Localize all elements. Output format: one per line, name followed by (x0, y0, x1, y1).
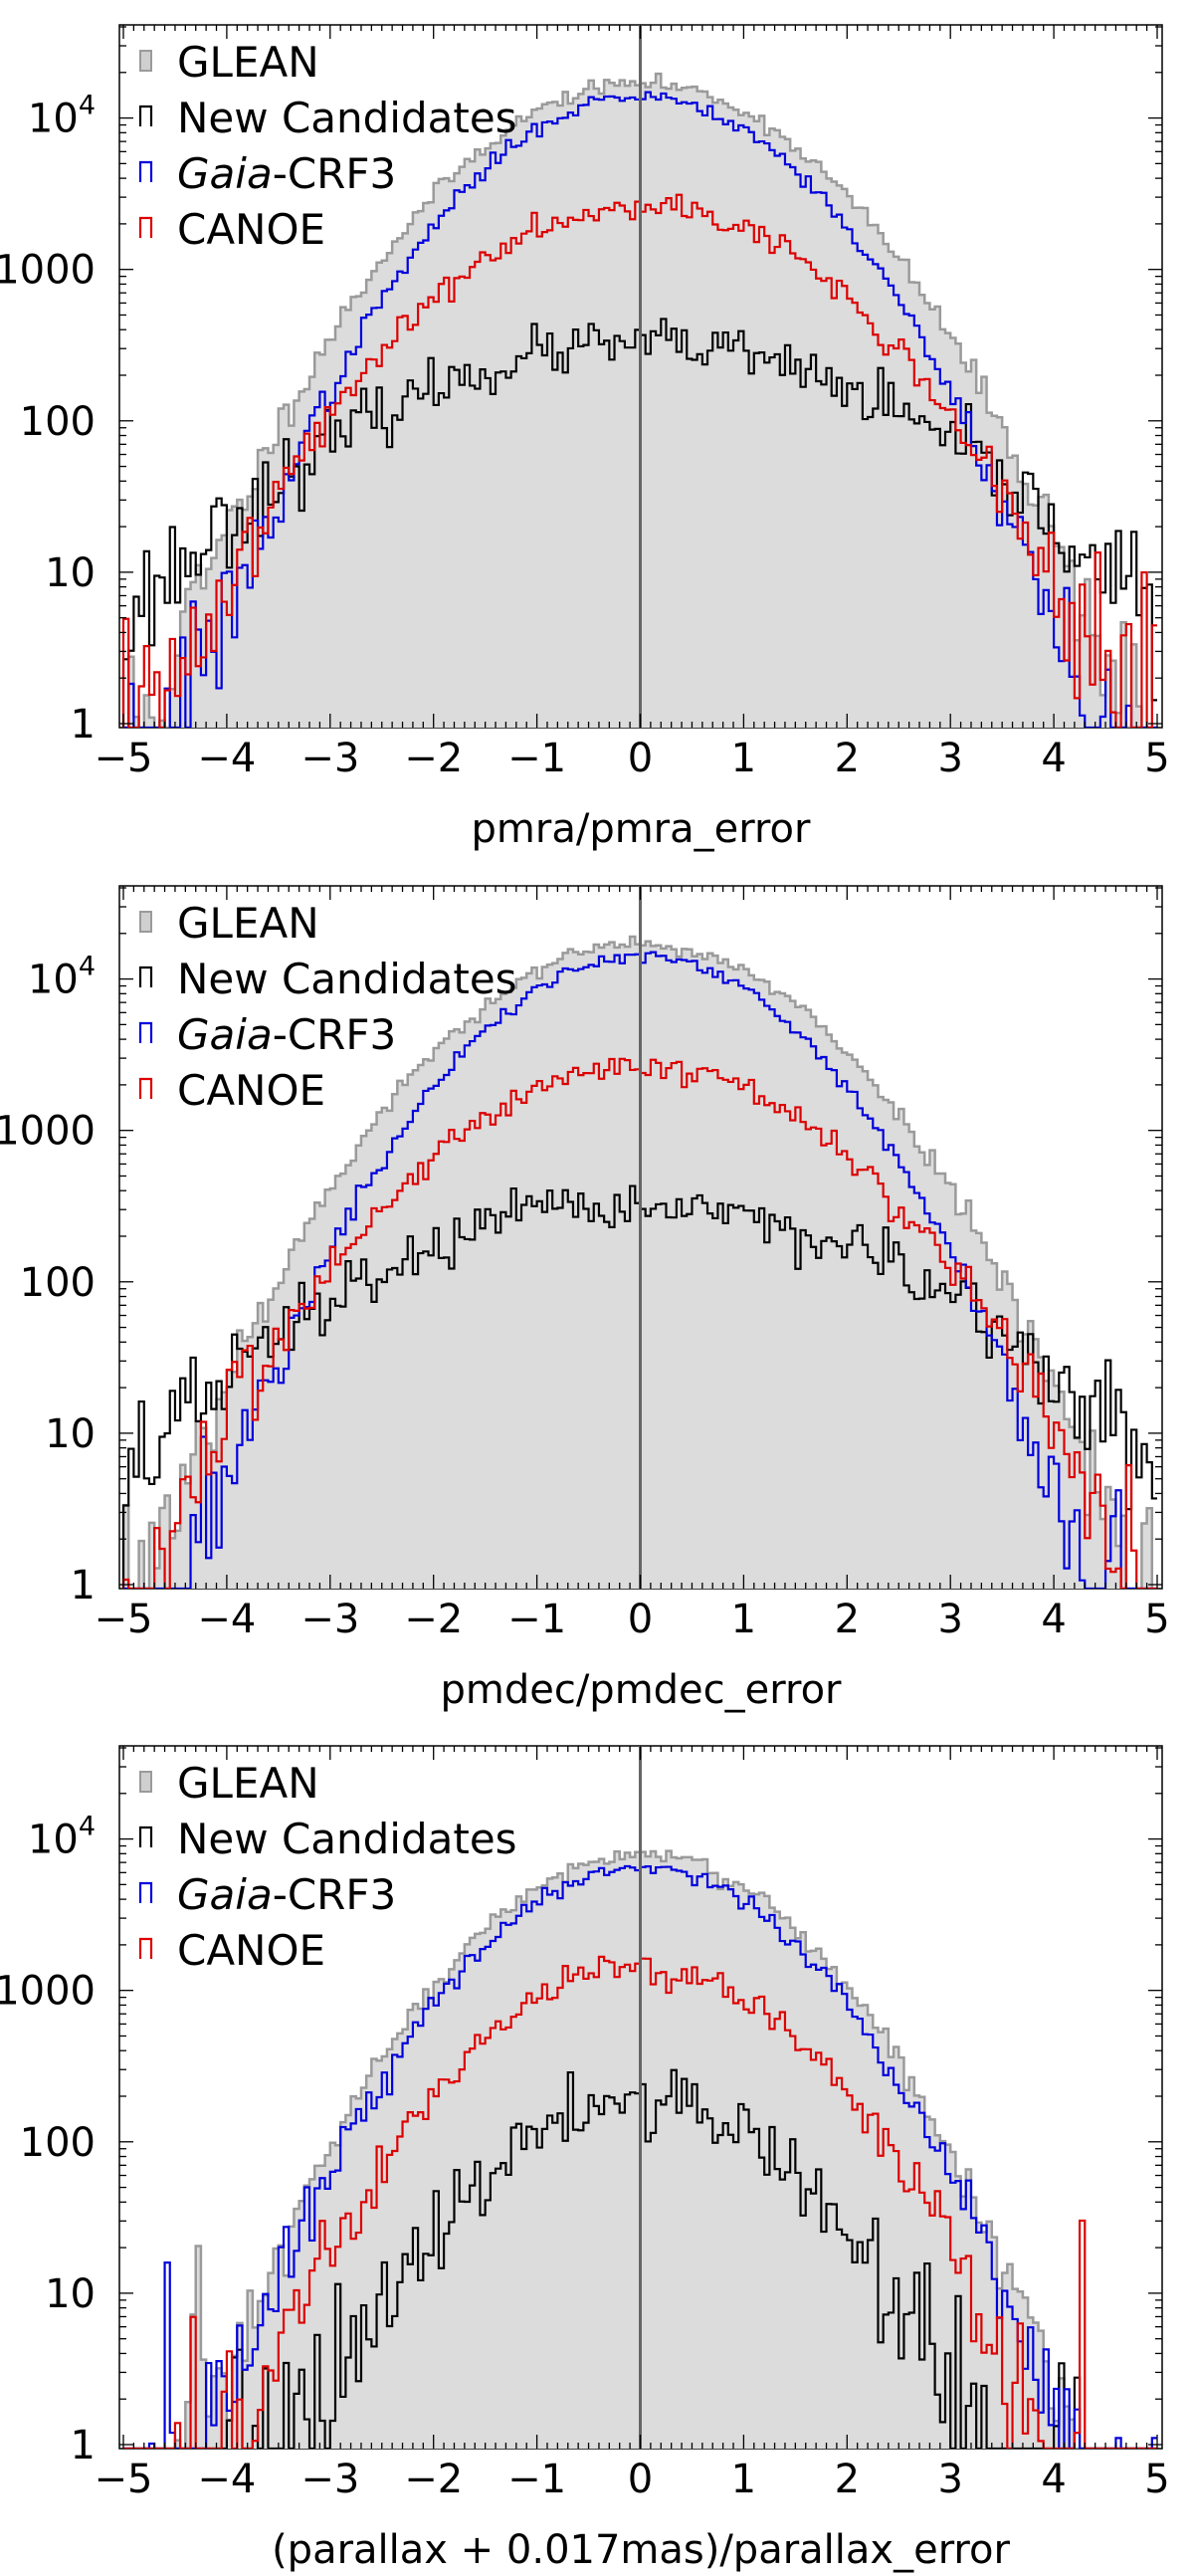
x-tick-label: −5 (95, 2457, 153, 2502)
legend-swatch-glean (139, 911, 152, 933)
legend-label-rest: -CRF3 (273, 149, 397, 198)
histogram-panel-1: −5 −4 −3 −2 −1 0 1 2 3 4 5 1 10 100 1000 104 pmra/pmra_e… (0, 24, 1170, 852)
y-tick-label: 100 (20, 399, 96, 445)
y-tick-label: 104 (28, 91, 96, 142)
x-tick-label: −5 (95, 736, 153, 781)
legend-swatch-glean (139, 1771, 152, 1793)
legend-label-italic: Gaia (177, 1010, 273, 1059)
y-tick-label: 1 (71, 1563, 96, 1609)
x-tick-label: 4 (1041, 736, 1066, 781)
y-tick-label: 1 (71, 2423, 96, 2469)
legend-label-rest: -CRF3 (273, 1870, 397, 1919)
x-tick-label: −2 (404, 1597, 463, 1642)
x-tick-label: 5 (1144, 2457, 1169, 2502)
series-glean-outline (123, 72, 1157, 728)
y-tick-label-exponent: 4 (79, 91, 96, 121)
x-tick-label: 2 (835, 2457, 860, 2502)
legend-label-canoe: CANOE (177, 1926, 325, 1975)
legend-swatch-new-candidates (138, 966, 153, 987)
x-tick-label: −1 (507, 736, 566, 781)
legend-swatch-new-candidates (138, 1825, 153, 1847)
x-axis-label: pmdec/pmdec_error (440, 1667, 842, 1713)
legend-label-rest: -CRF3 (273, 1010, 397, 1059)
legend-swatch-gaia-crf3 (138, 1021, 153, 1043)
legend-label-new-candidates: New Candidates (177, 955, 517, 1003)
x-tick-label: 5 (1144, 1597, 1169, 1642)
y-tick-label: 100 (20, 1260, 96, 1306)
series-gaia-crf3-line (123, 91, 1157, 728)
legend-swatch-gaia-crf3 (138, 1881, 153, 1903)
x-tick-label: 4 (1041, 2457, 1066, 2502)
legend-label-new-candidates: New Candidates (177, 94, 517, 142)
x-tick-label: 4 (1041, 1597, 1066, 1642)
legend-label-italic: Gaia (177, 149, 273, 198)
x-tick-label: 3 (937, 736, 962, 781)
x-tick-label: 1 (731, 1597, 756, 1642)
x-axis-label: (parallax + 0.017mas)/parallax_error (272, 2527, 1010, 2573)
x-tick-label: 3 (937, 1597, 962, 1642)
legend-label-glean: GLEAN (177, 1759, 319, 1808)
legend-swatch-canoe (138, 216, 153, 238)
legend-swatch-canoe (138, 1077, 153, 1099)
histogram-panel-2: −5 −4 −3 −2 −1 0 1 2 3 4 5 1 10 100 1000 104 pmdec/pmdec… (0, 885, 1170, 1713)
x-tick-label: 0 (628, 1597, 653, 1642)
x-tick-label: −5 (95, 1597, 153, 1642)
legend-label-glean: GLEAN (177, 899, 319, 948)
y-tick-label: 1000 (0, 248, 96, 294)
x-tick-label: −4 (197, 1597, 256, 1642)
legend-label-gaia-crf3: Gaia-CRF3 (177, 149, 396, 198)
x-tick-label: 3 (937, 2457, 962, 2502)
x-tick-label: −2 (404, 2457, 463, 2502)
x-tick-label: −1 (507, 2457, 566, 2502)
x-tick-label: −4 (197, 2457, 256, 2502)
y-tick-label: 104 (28, 952, 96, 1003)
series-glean-outline (121, 935, 1157, 1589)
legend-label-glean: GLEAN (177, 38, 319, 87)
x-tick-label: 5 (1144, 736, 1169, 781)
series-canoe-line (123, 1955, 1157, 2449)
x-tick-label: −3 (300, 1597, 359, 1642)
legend-swatch-new-candidates (138, 105, 153, 126)
x-axis-label: pmra/pmra_error (472, 806, 811, 852)
histogram-panel-3: −5 −4 −3 −2 −1 0 1 2 3 4 5 1 10 100 1000 104 (parallax +… (0, 1745, 1170, 2573)
y-tick-label: 1000 (0, 1109, 96, 1155)
x-tick-label: −1 (507, 1597, 566, 1642)
y-tick-label: 1 (71, 702, 96, 748)
y-tick-label: 10 (45, 550, 96, 596)
y-tick-label: 104 (28, 1812, 96, 1863)
series-new-candidates-line (123, 2068, 1157, 2449)
legend-label-italic: Gaia (177, 1870, 273, 1919)
y-tick-label: 10 (45, 2271, 96, 2317)
x-tick-label: −4 (197, 736, 256, 781)
x-tick-label: 2 (835, 736, 860, 781)
x-tick-label: 0 (628, 736, 653, 781)
y-tick-label-exponent: 4 (79, 952, 96, 982)
x-tick-label: 1 (731, 2457, 756, 2502)
y-tick-label-exponent: 4 (79, 1812, 96, 1842)
x-tick-label: 1 (731, 736, 756, 781)
y-tick-label: 1000 (0, 1969, 96, 2015)
series-glean-outline (123, 1849, 1157, 2449)
legend-label-new-candidates: New Candidates (177, 1815, 517, 1863)
legend-label-gaia-crf3: Gaia-CRF3 (177, 1870, 396, 1919)
legend-swatch-canoe (138, 1937, 153, 1959)
legend-swatch-gaia-crf3 (138, 160, 153, 182)
legend-swatch-glean (139, 50, 152, 72)
legend-label-canoe: CANOE (177, 1066, 325, 1115)
x-tick-label: −2 (404, 736, 463, 781)
x-tick-label: 0 (628, 2457, 653, 2502)
legend-label-canoe: CANOE (177, 205, 325, 254)
x-tick-label: 2 (835, 1597, 860, 1642)
y-tick-label: 10 (45, 1411, 96, 1457)
x-tick-label: −3 (300, 2457, 359, 2502)
y-tick-label: 100 (20, 2120, 96, 2166)
x-tick-label: −3 (300, 736, 359, 781)
legend-label-gaia-crf3: Gaia-CRF3 (177, 1010, 396, 1059)
